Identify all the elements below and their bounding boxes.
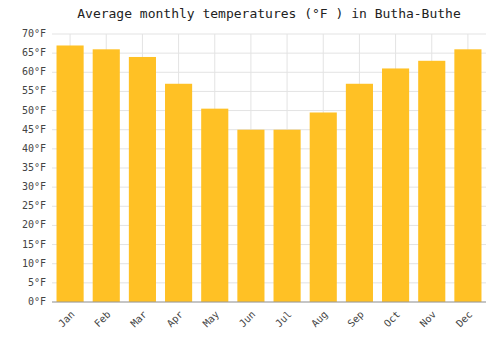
y-grid-line	[52, 302, 486, 303]
x-tick-label: Sep	[345, 309, 366, 330]
x-tick-label: Nov	[418, 309, 439, 330]
bars	[57, 45, 482, 302]
chart: 0°F 5°F 10°F 15°F 20°F 25°F 30°F 35°F 40°F 45°F 50…	[0, 0, 500, 350]
bar	[93, 49, 120, 302]
x-tick-label: Mar	[128, 309, 149, 330]
bar	[57, 45, 84, 302]
bar	[310, 112, 337, 302]
y-tick-label: 55°F	[22, 85, 46, 96]
bar	[165, 84, 192, 302]
x-tick-label: May	[201, 309, 222, 330]
y-tick-label: 0°F	[28, 296, 46, 307]
x-tick-label: Jul	[273, 309, 294, 330]
y-tick-label: 15°F	[22, 239, 46, 250]
y-tick-label: 65°F	[22, 47, 46, 58]
chart-container: 0°F 5°F 10°F 15°F 20°F 25°F 30°F 35°F 40°F 45°F 50…	[0, 0, 500, 350]
bar	[129, 57, 156, 302]
y-tick-label: 25°F	[22, 200, 46, 211]
axes: 0°F 5°F 10°F 15°F 20°F 25°F 30°F 35°F 40°F 45°F 50…	[22, 28, 475, 329]
x-tick-label: Feb	[92, 309, 113, 330]
x-axis-line	[52, 302, 486, 303]
x-tick-label: Oct	[382, 309, 403, 330]
y-tick-label: 60°F	[22, 66, 46, 77]
title: Average monthly temperatures (°F ) in Bu…	[77, 6, 461, 21]
y-tick-label: 30°F	[22, 181, 46, 192]
y-tick-label: 10°F	[22, 258, 46, 269]
bar	[274, 130, 301, 302]
bar	[346, 84, 373, 302]
x-tick-label: Aug	[309, 309, 330, 330]
bar	[237, 130, 264, 302]
y-tick-label: 20°F	[22, 219, 46, 230]
y-tick-label: 40°F	[22, 143, 46, 154]
bar	[382, 68, 409, 302]
x-tick-label: Apr	[165, 309, 186, 330]
y-tick-label: 70°F	[22, 28, 46, 39]
y-tick-label: 45°F	[22, 124, 46, 135]
y-grid-line	[52, 34, 486, 35]
x-tick-label: Dec	[454, 309, 475, 330]
y-tick-label: 50°F	[22, 105, 46, 116]
bar	[201, 109, 228, 302]
x-tick-label: Jun	[237, 309, 258, 330]
x-tick-label: Jan	[56, 309, 77, 330]
bar	[454, 49, 481, 302]
bar	[418, 61, 445, 302]
grid	[52, 34, 486, 302]
y-tick-label: 35°F	[22, 162, 46, 173]
y-tick-label: 5°F	[28, 277, 46, 288]
